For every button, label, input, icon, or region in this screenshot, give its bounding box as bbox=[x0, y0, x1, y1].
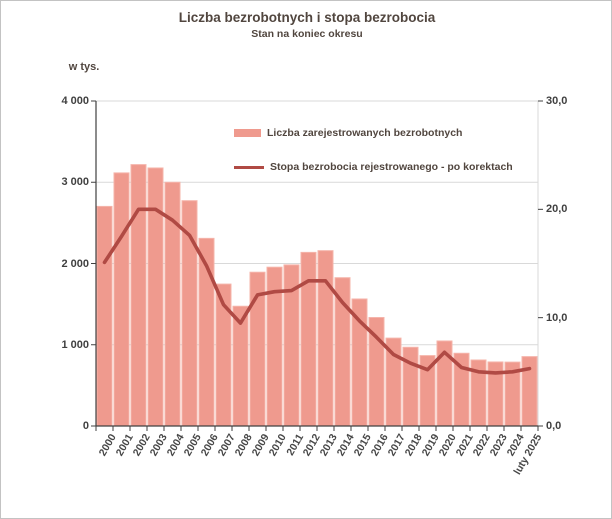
bar-2012 bbox=[300, 251, 317, 427]
left-axis-tick-label: 3 000 bbox=[61, 176, 89, 189]
chart-subtitle: Stan na koniec okresu bbox=[251, 28, 363, 40]
left-axis-tick-label: 0 bbox=[82, 420, 89, 432]
bar-2013 bbox=[317, 250, 334, 427]
legend-label-bars: Liczba zarejestrowanych bezrobotnych bbox=[267, 127, 463, 139]
left-axis-tick-label: 4 000 bbox=[61, 95, 89, 107]
bar-2002 bbox=[130, 164, 147, 427]
right-axis-tick-label: 10,0 bbox=[546, 311, 568, 324]
legend-label-line: Stopa bezrobocia rejestrowanego - po kor… bbox=[270, 161, 513, 173]
unemployment-rate-line bbox=[102, 207, 532, 375]
line-series-swatch-icon bbox=[234, 165, 264, 169]
right-axis-tick-label: 20,0 bbox=[546, 203, 568, 216]
right-axis-tick-label: 30,0 bbox=[546, 95, 568, 107]
bar-series-swatch-icon bbox=[234, 129, 261, 137]
left-axis-unit-label: w tys. bbox=[68, 61, 100, 73]
bar-2003 bbox=[147, 167, 164, 427]
right-axis-tick-label: 0,0 bbox=[546, 420, 562, 432]
bar-2015 bbox=[351, 298, 368, 427]
legend-item-bars: Liczba zarejestrowanych bezrobotnych bbox=[234, 127, 462, 139]
left-axis-tick-label: 1 000 bbox=[61, 338, 89, 351]
chart-title: Liczba bezrobotnych i stopa bezrobocia bbox=[178, 10, 436, 25]
left-axis-tick-label: 2 000 bbox=[61, 257, 89, 270]
bar-2001 bbox=[113, 172, 130, 427]
bar-2000 bbox=[96, 205, 113, 427]
legend-item-line: Stopa bezrobocia rejestrowanego - po kor… bbox=[234, 161, 513, 173]
